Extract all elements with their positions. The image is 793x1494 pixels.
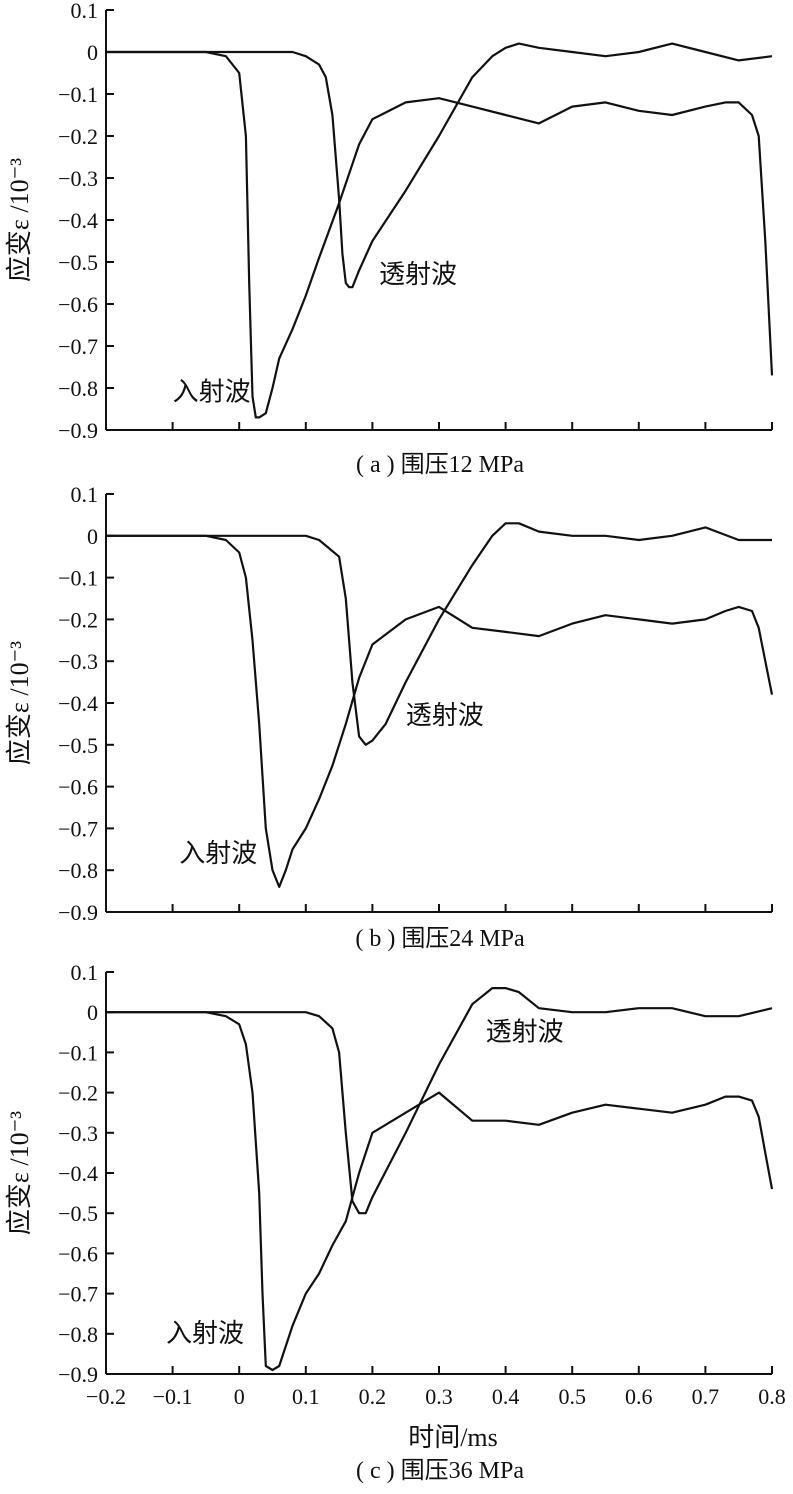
x-tick-label: −0.2: [86, 1384, 126, 1409]
y-tick-label: −0.3: [58, 1121, 98, 1146]
y-tick-label: −0.8: [58, 1322, 98, 1347]
y-tick-label: −0.6: [58, 775, 98, 800]
series-line-1: [106, 50, 774, 419]
y-tick-label: −0.7: [58, 1282, 98, 1307]
series-annotation: 透射波: [379, 260, 457, 289]
series-annotation: 透射波: [406, 701, 484, 730]
y-tick-label: −0.2: [58, 607, 98, 632]
series-annotation: 入射波: [173, 378, 251, 407]
series-line-2: [106, 987, 773, 1215]
y-tick-label: −0.4: [58, 691, 98, 716]
x-tick-label: 0.4: [492, 1384, 520, 1409]
y-tick-label: −0.1: [58, 82, 98, 107]
series-line-1: [106, 1011, 774, 1372]
y-tick-label: −0.8: [58, 376, 98, 401]
y-tick-label: −0.9: [58, 418, 98, 443]
panel-caption: ( a ) 围压12 MPa: [356, 452, 524, 478]
x-tick-label: 0.8: [758, 1384, 786, 1409]
x-tick-label: 0.2: [359, 1384, 387, 1409]
y-tick-label: −0.5: [58, 1201, 98, 1226]
x-tick-label: −0.1: [153, 1384, 193, 1409]
panel-caption: ( b ) 围压24 MPa: [355, 926, 525, 952]
y-tick-label: 0: [87, 1000, 98, 1025]
y-tick-label: −0.9: [58, 900, 98, 925]
series-annotation: 入射波: [166, 1319, 244, 1348]
y-tick-label: −0.2: [58, 124, 98, 149]
y-axis-label: 应变ε /10⁻³: [5, 641, 34, 765]
y-tick-label: −0.5: [58, 250, 98, 275]
y-tick-label: −0.3: [58, 649, 98, 674]
x-axis-label: 时间/ms: [408, 1423, 498, 1452]
series-line-2: [106, 42, 773, 289]
y-tick-label: −0.6: [58, 292, 98, 317]
y-tick-label: −0.7: [58, 334, 98, 359]
x-tick-label: 0.3: [425, 1384, 453, 1409]
series-line-2: [106, 522, 772, 746]
x-tick-label: 0.1: [292, 1384, 320, 1409]
y-tick-label: 0.1: [71, 0, 99, 23]
y-tick-label: −0.9: [58, 1362, 98, 1387]
y-tick-label: −0.1: [58, 1040, 98, 1065]
series-annotation: 入射波: [179, 839, 257, 868]
y-axis-label: 应变ε /10⁻³: [5, 1111, 34, 1235]
y-tick-label: 0.1: [71, 960, 99, 985]
y-tick-label: −0.5: [58, 733, 98, 758]
y-tick-label: −0.4: [58, 1161, 98, 1186]
y-tick-label: −0.3: [58, 166, 98, 191]
y-tick-label: −0.8: [58, 858, 98, 883]
y-axis-label: 应变ε /10⁻³: [5, 158, 34, 282]
y-tick-label: −0.7: [58, 816, 98, 841]
y-tick-label: −0.1: [58, 566, 98, 591]
x-tick-label: 0.5: [558, 1384, 586, 1409]
y-tick-label: 0: [87, 40, 98, 65]
x-tick-label: 0.7: [692, 1384, 720, 1409]
series-line-1: [106, 534, 774, 888]
x-tick-label: 0.6: [625, 1384, 653, 1409]
y-tick-label: −0.4: [58, 208, 98, 233]
y-tick-label: −0.2: [58, 1081, 98, 1106]
x-tick-label: 0: [234, 1384, 245, 1409]
y-tick-label: 0.1: [71, 482, 99, 507]
series-annotation: 透射波: [486, 1017, 564, 1046]
panel-caption: ( c ) 围压36 MPa: [356, 1458, 524, 1484]
y-tick-label: −0.6: [58, 1241, 98, 1266]
y-tick-label: 0: [87, 524, 98, 549]
